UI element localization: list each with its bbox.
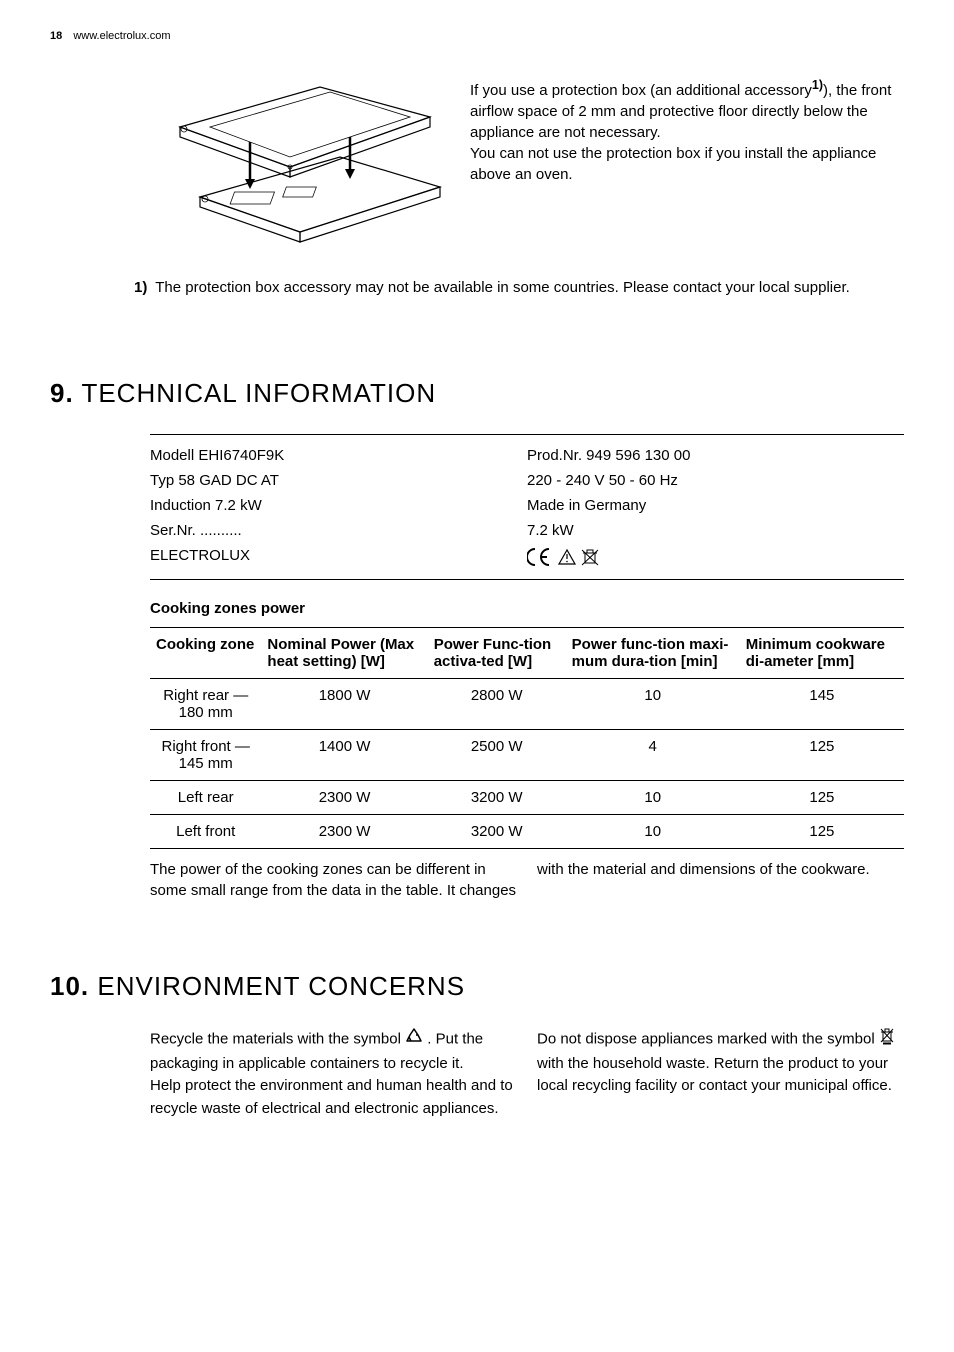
table-cell: 10 [566, 815, 740, 849]
ce-symbols [527, 547, 904, 567]
table-cell: 2500 W [428, 730, 566, 781]
info-cell: ELECTROLUX [150, 547, 527, 567]
table-cell: 10 [566, 679, 740, 730]
table-cell: 2300 W [261, 815, 427, 849]
table-cell: 3200 W [428, 781, 566, 815]
info-cell: Typ 58 GAD DC AT [150, 472, 527, 489]
info-row: Typ 58 GAD DC AT 220 - 240 V 50 - 60 Hz [150, 468, 904, 493]
table-header: Power Func-tion activa-ted [W] [428, 628, 566, 679]
section-10-title: ENVIRONMENT CONCERNS [97, 971, 465, 1001]
environment-section: 10. ENVIRONMENT CONCERNS Recycle the mat… [50, 971, 904, 1120]
info-row: Modell EHI6740F9K Prod.Nr. 949 596 130 0… [150, 443, 904, 468]
footnote-text: The protection box accessory may not be … [155, 279, 850, 296]
table-cell: Left front [150, 815, 261, 849]
environment-text: Recycle the materials with the symbol . … [150, 1027, 904, 1120]
table-cell: 2300 W [261, 781, 427, 815]
header-url: www.electrolux.com [73, 30, 170, 42]
section-10-heading: 10. ENVIRONMENT CONCERNS [50, 971, 904, 1002]
footnote-mark: 1) [134, 279, 147, 296]
table-header: Minimum cookware di-ameter [mm] [740, 628, 904, 679]
env-text-4: with the household waste. Return the pro… [537, 1055, 892, 1095]
table-cell: 4 [566, 730, 740, 781]
table-cell: 125 [740, 730, 904, 781]
table-row: Right rear — 180 mm 1800 W 2800 W 10 145 [150, 679, 904, 730]
recycle-icon [405, 1027, 423, 1053]
technical-info-table: Modell EHI6740F9K Prod.Nr. 949 596 130 0… [150, 434, 904, 580]
table-cell: 10 [566, 781, 740, 815]
table-cell: Right front — 145 mm [150, 730, 261, 781]
info-row: Ser.Nr. .......... 7.2 kW [150, 518, 904, 543]
cooktop-diagram [150, 67, 450, 247]
section-9-heading: 9. TECHNICAL INFORMATION [50, 378, 904, 409]
cooking-zones-table: Cooking zone Nominal Power (Max heat set… [150, 627, 904, 849]
protection-box-text: If you use a protection box (an addition… [470, 67, 904, 247]
table-row: Left front 2300 W 3200 W 10 125 [150, 815, 904, 849]
info-cell: Made in Germany [527, 497, 904, 514]
info-cell: Induction 7.2 kW [150, 497, 527, 514]
protection-para1: If you use a protection box (an addition… [470, 82, 812, 99]
table-cell: 125 [740, 815, 904, 849]
info-cell: 7.2 kW [527, 522, 904, 539]
table-row: Left rear 2300 W 3200 W 10 125 [150, 781, 904, 815]
table-cell: Left rear [150, 781, 261, 815]
power-heading: Cooking zones power [150, 600, 904, 617]
table-header: Nominal Power (Max heat setting) [W] [261, 628, 427, 679]
table-cell: 1400 W [261, 730, 427, 781]
info-cell: Prod.Nr. 949 596 130 00 [527, 447, 904, 464]
info-cell: Modell EHI6740F9K [150, 447, 527, 464]
protection-sup: 1) [812, 78, 823, 92]
section-9-title: TECHNICAL INFORMATION [81, 378, 436, 408]
table-cell: 145 [740, 679, 904, 730]
table-cell: 3200 W [428, 815, 566, 849]
protection-para2: You can not use the protection box if yo… [470, 145, 876, 183]
table-cell: Right rear — 180 mm [150, 679, 261, 730]
info-row: ELECTROLUX [150, 543, 904, 571]
page-header: 18 www.electrolux.com [50, 30, 904, 42]
table-header: Cooking zone [150, 628, 261, 679]
power-note: The power of the cooking zones can be di… [150, 859, 904, 901]
table-cell: 2800 W [428, 679, 566, 730]
protection-box-section: If you use a protection box (an addition… [50, 67, 904, 247]
info-cell: 220 - 240 V 50 - 60 Hz [527, 472, 904, 489]
info-row: Induction 7.2 kW Made in Germany [150, 493, 904, 518]
table-cell: 1800 W [261, 679, 427, 730]
env-text-1: Recycle the materials with the symbol [150, 1031, 405, 1048]
footnote: 1) The protection box accessory may not … [50, 277, 904, 298]
table-cell: 125 [740, 781, 904, 815]
info-cell: Ser.Nr. .......... [150, 522, 527, 539]
section-9-number: 9. [50, 378, 74, 408]
section-10-number: 10. [50, 971, 89, 1001]
crossed-bin-icon [879, 1027, 895, 1053]
page-number: 18 [50, 30, 62, 42]
table-header: Power func-tion maxi-mum dura-tion [min] [566, 628, 740, 679]
table-row: Right front — 145 mm 1400 W 2500 W 4 125 [150, 730, 904, 781]
